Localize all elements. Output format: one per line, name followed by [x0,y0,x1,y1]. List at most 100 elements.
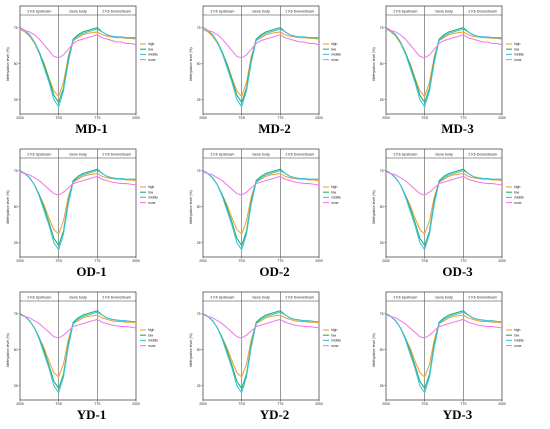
x-tick-label: TTS [94,402,101,406]
series-line-none [19,171,137,196]
x-tick-label: 2000 [199,116,207,120]
legend-label: none [148,201,156,205]
series-line-none [19,314,137,339]
legend-label: high [331,42,338,46]
plot-frame [385,148,503,258]
x-tick-label: TTS [460,116,467,120]
x-tick-label: 2000 [382,116,390,120]
y-tick-label: 25 [380,98,384,102]
x-tick-label: 2000 [132,402,140,406]
legend-label: high [514,42,521,46]
y-tick-label: 25 [197,241,201,245]
region-label: 2 Kb Downstream [102,153,131,157]
region-label: Gene body [435,10,453,14]
x-tick-label: 2000 [315,402,323,406]
legend-label: low [514,333,520,337]
y-tick-label: 50 [380,205,384,209]
y-tick-label: 75 [380,26,384,30]
y-tick-label: 50 [14,348,18,352]
series-line-low [19,168,136,247]
legend-label: middle [331,53,341,57]
y-axis-label: Methylation level (%) [6,47,10,80]
y-tick-label: 25 [14,98,18,102]
legend-label: none [331,58,339,62]
series-line-low [202,168,319,247]
x-tick-label: 2000 [315,259,323,263]
chart-panel: 2 Kb Upstream Gene body 2 Kb Downstream Met… [366,286,549,429]
y-tick-label: 50 [14,62,18,66]
panel-label: YD-2 [259,407,290,422]
plot-frame [202,291,320,401]
legend-label: middle [514,53,524,57]
y-axis-label: Methylation level (%) [372,333,376,366]
series-line-low [385,27,502,104]
y-tick-label: 25 [380,241,384,245]
region-label: Gene body [69,296,87,300]
y-tick-label: 50 [380,62,384,66]
chart-panel: 2 Kb Upstream Gene body 2 Kb Downstream Met… [183,0,366,143]
y-tick-label: 75 [197,26,201,30]
y-axis-label: Methylation level (%) [372,190,376,223]
y-tick-label: 25 [380,384,384,388]
region-label: 2 Kb Upstream [393,10,417,14]
panel-label: YD-3 [442,407,473,422]
series-line-high [385,28,503,98]
y-tick-label: 25 [197,98,201,102]
legend-label: low [148,190,154,194]
legend-label: high [148,185,155,189]
region-label: 2 Kb Downstream [468,153,497,157]
legend-label: middle [148,53,158,57]
x-tick-label: TSS [238,116,245,120]
line-chart: 2 Kb Upstream Gene body 2 Kb Downstream Met… [189,291,341,406]
legend-label: low [514,47,520,51]
panel-label: OD-2 [259,264,290,279]
region-label: Gene body [252,153,270,157]
region-label: 2 Kb Upstream [210,296,234,300]
line-chart: 2 Kb Upstream Gene body 2 Kb Downstream Met… [6,5,158,120]
legend-label: low [148,47,154,51]
series-line-middle [19,311,136,394]
x-tick-label: TTS [277,259,284,263]
line-chart: 2 Kb Upstream Gene body 2 Kb Downstream Met… [189,5,341,120]
legend-label: none [331,201,339,205]
series-line-low [385,168,502,247]
series-line-middle [19,27,136,108]
legend-label: low [331,47,337,51]
x-tick-label: TSS [421,116,428,120]
plot-frame [385,291,503,401]
panel-label: OD-1 [76,264,107,279]
region-label: 2 Kb Downstream [102,10,131,14]
region-label: 2 Kb Upstream [393,296,417,300]
series-line-low [19,27,136,104]
legend-label: middle [514,196,524,200]
x-tick-label: 2000 [315,116,323,120]
region-label: 2 Kb Downstream [285,153,314,157]
legend-label: low [148,333,154,337]
y-axis-label: Methylation level (%) [6,333,10,366]
chart-panel: 2 Kb Upstream Gene body 2 Kb Downstream Met… [366,143,549,286]
region-label: 2 Kb Upstream [27,10,51,14]
x-tick-label: TSS [421,259,428,263]
x-tick-label: TSS [421,402,428,406]
x-tick-label: TSS [55,116,62,120]
x-tick-label: 2000 [132,116,140,120]
legend-label: middle [331,196,341,200]
x-tick-label: TTS [460,259,467,263]
x-tick-label: TSS [55,402,62,406]
x-tick-label: 2000 [382,402,390,406]
series-line-middle [385,311,502,394]
legend-label: low [331,333,337,337]
chart-panel: 2 Kb Upstream Gene body 2 Kb Downstream Met… [0,0,183,143]
line-chart: 2 Kb Upstream Gene body 2 Kb Downstream Met… [372,5,524,120]
legend-label: low [331,190,337,194]
series-line-middle [202,170,319,251]
series-line-none [19,28,137,59]
chart-panel: 2 Kb Upstream Gene body 2 Kb Downstream Met… [0,143,183,286]
series-line-high [19,28,137,98]
line-chart: 2 Kb Upstream Gene body 2 Kb Downstream Met… [6,291,158,406]
x-tick-label: 2000 [498,402,506,406]
x-tick-label: 2000 [16,402,24,406]
series-line-high [202,28,320,98]
x-tick-label: TSS [55,259,62,263]
y-tick-label: 75 [197,169,201,173]
